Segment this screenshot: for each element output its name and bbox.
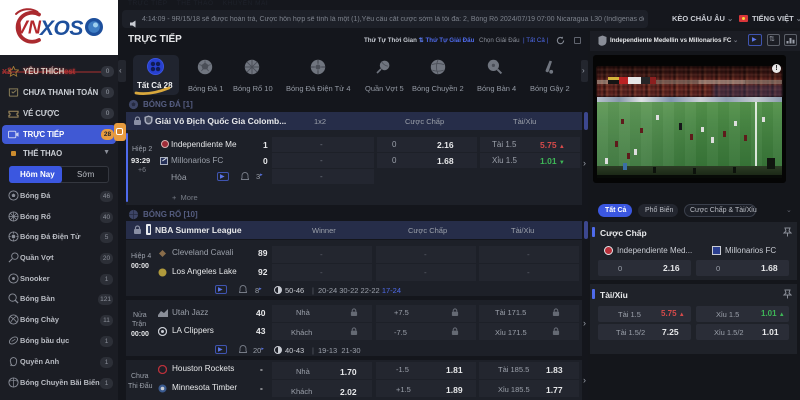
svg-text:XOS: XOS (39, 17, 83, 40)
svg-text:VN: VN (16, 18, 42, 38)
